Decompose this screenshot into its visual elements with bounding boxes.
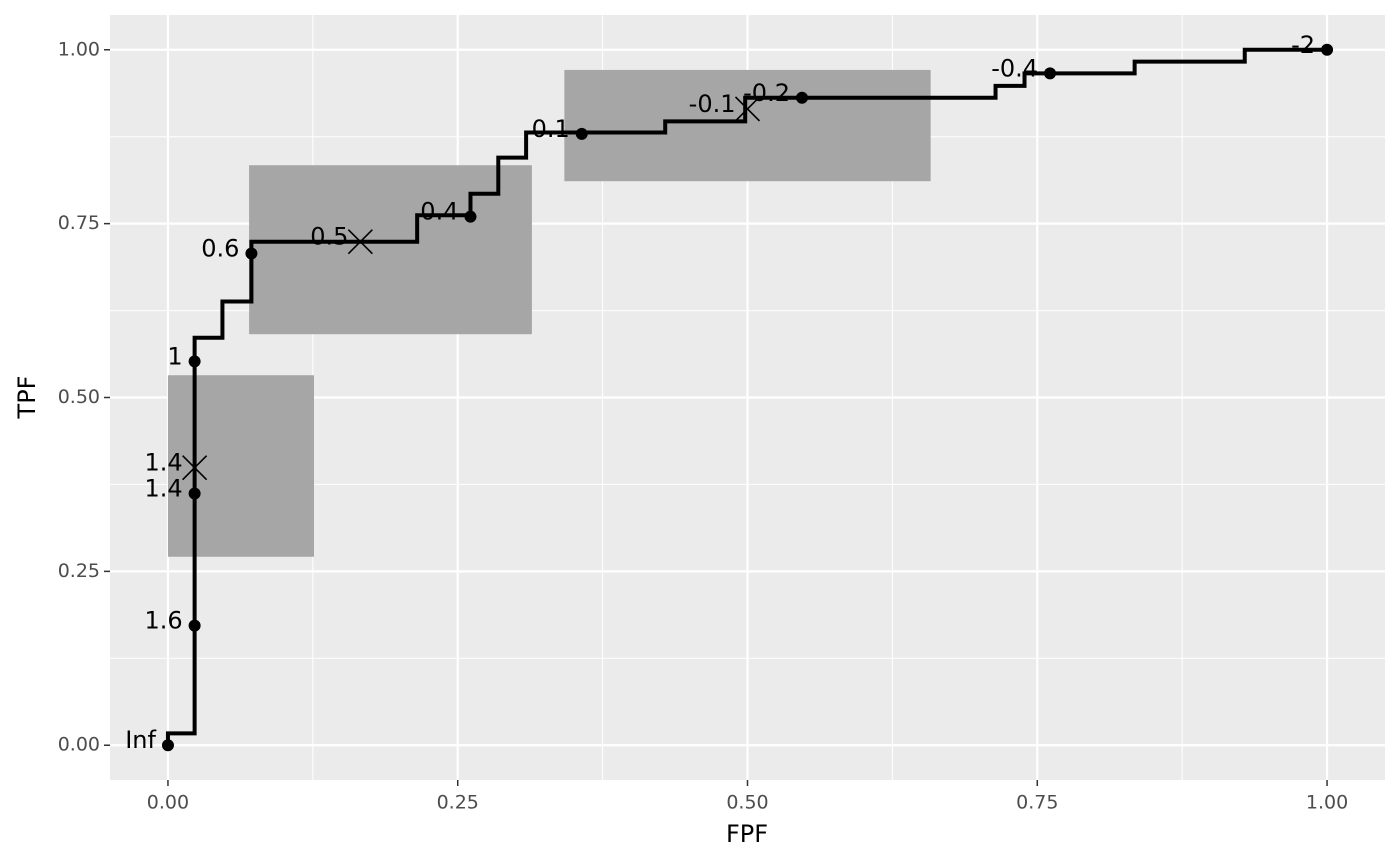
cutoff-label: 0.1: [532, 115, 570, 143]
x-tick-label: 0.75: [1016, 792, 1058, 814]
interval-point: [182, 455, 208, 481]
y-axis-title: TPF: [13, 376, 41, 420]
y-tick-label: 0.75: [58, 212, 100, 234]
interval-point: [347, 229, 373, 255]
interval-label: -0.1: [689, 90, 736, 118]
confidence-region: [249, 165, 532, 335]
cutoff-point: [464, 210, 477, 223]
interval-point: [734, 96, 761, 122]
x-tick-label: 1.00: [1306, 792, 1348, 814]
x-tick-label: 0.50: [726, 792, 768, 814]
cutoff-point: [245, 247, 258, 260]
cutoff-label: 1.6: [144, 607, 182, 635]
cutoff-label: -2: [1291, 31, 1315, 59]
cutoff-label: -0.2: [743, 79, 790, 107]
y-tick-label: 0.25: [58, 560, 100, 582]
cutoff-point: [575, 127, 588, 140]
interval-label: 0.5: [310, 223, 348, 251]
confidence-region: [564, 69, 931, 182]
cutoff-point: [1044, 67, 1057, 80]
y-tick-label: 0.00: [58, 734, 100, 756]
cutoff-point: [1321, 43, 1334, 56]
cutoff-point: [161, 739, 174, 752]
cutoff-point: [188, 487, 201, 500]
cutoff-label: 1: [167, 342, 182, 370]
cutoff-point: [188, 619, 201, 632]
cutoff-label: Inf: [125, 726, 156, 754]
y-tick-label: 0.50: [58, 386, 100, 408]
cutoff-point: [188, 355, 201, 368]
interval-label: 1.4: [144, 449, 182, 477]
confidence-region: [167, 375, 314, 557]
cutoff-label: 0.6: [201, 235, 239, 263]
cutoff-point: [795, 91, 808, 104]
cutoff-label: 0.4: [420, 198, 458, 226]
cutoff-label: 1.4: [144, 474, 182, 502]
roc-curve: [165, 47, 1328, 746]
x-axis-title: FPF: [726, 820, 768, 848]
x-tick-label: 0.25: [437, 792, 479, 814]
cutoff-label: -0.4: [991, 54, 1038, 82]
x-tick-label: 0.00: [147, 792, 189, 814]
y-tick-label: 1.00: [58, 38, 100, 60]
